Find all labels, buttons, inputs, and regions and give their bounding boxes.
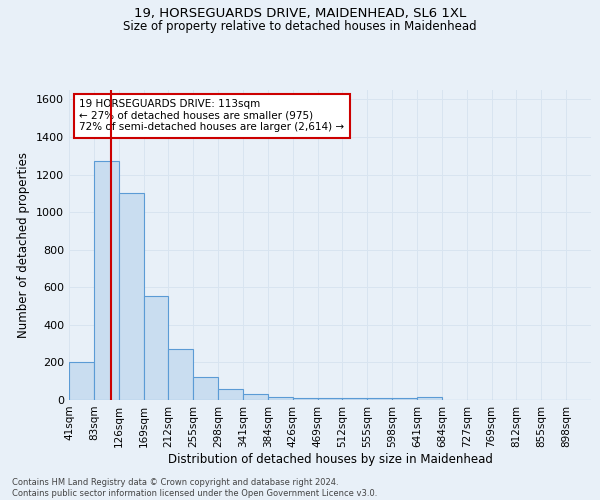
Bar [193,376,218,400]
Text: Distribution of detached houses by size in Maidenhead: Distribution of detached houses by size … [167,452,493,466]
Bar [243,394,268,400]
Text: 19 HORSEGUARDS DRIVE: 113sqm
← 27% of detached houses are smaller (975)
72% of s: 19 HORSEGUARDS DRIVE: 113sqm ← 27% of de… [79,100,344,132]
Bar [392,398,417,400]
Bar [218,388,243,400]
Bar [343,398,367,400]
Bar [367,398,392,400]
Bar [143,296,169,400]
Bar [69,362,94,400]
Bar [119,194,143,400]
Text: Contains HM Land Registry data © Crown copyright and database right 2024.
Contai: Contains HM Land Registry data © Crown c… [12,478,377,498]
Text: Size of property relative to detached houses in Maidenhead: Size of property relative to detached ho… [123,20,477,33]
Bar [293,398,317,400]
Y-axis label: Number of detached properties: Number of detached properties [17,152,31,338]
Bar [317,398,343,400]
Bar [268,396,293,400]
Bar [94,162,119,400]
Bar [169,350,193,400]
Bar [417,396,442,400]
Text: 19, HORSEGUARDS DRIVE, MAIDENHEAD, SL6 1XL: 19, HORSEGUARDS DRIVE, MAIDENHEAD, SL6 1… [134,8,466,20]
